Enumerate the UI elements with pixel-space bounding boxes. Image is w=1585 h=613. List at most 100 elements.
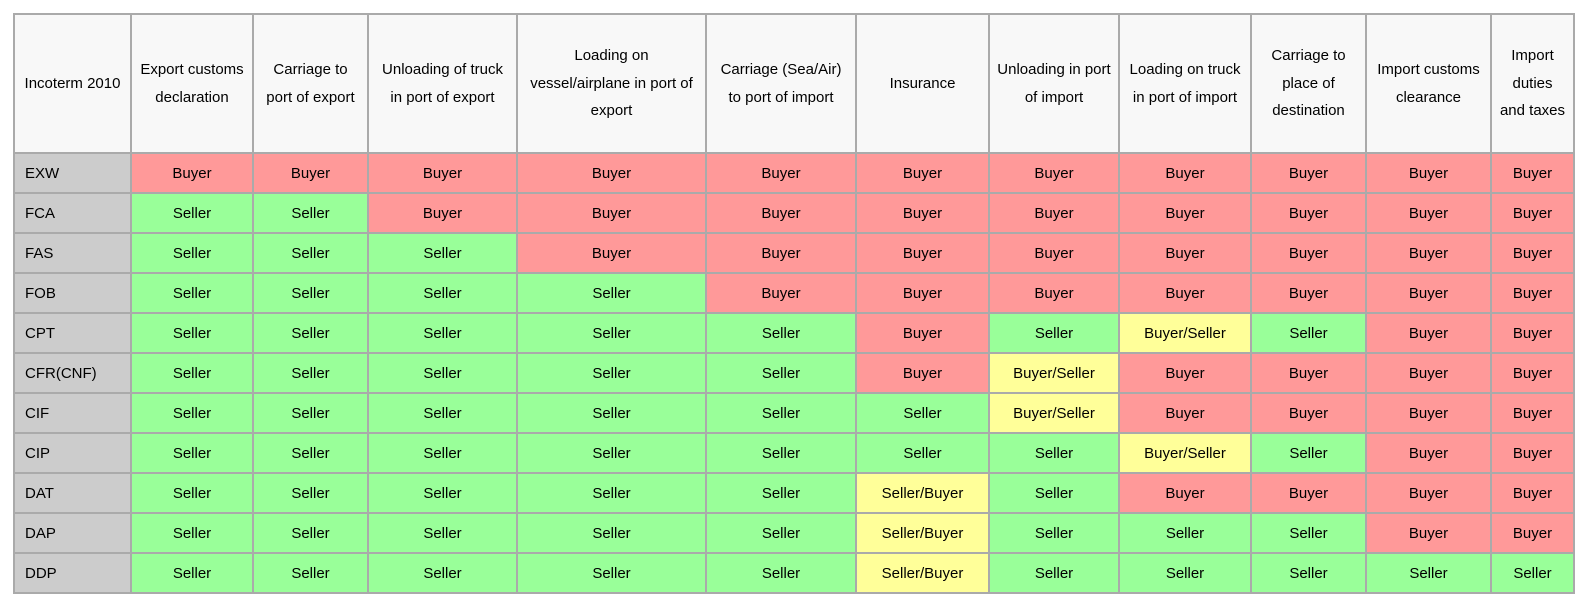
cell-cif-loading-on-truck-in-port-of-import: Buyer [1118, 392, 1252, 434]
cell-cif-import-duties-and-taxes: Buyer [1490, 392, 1575, 434]
cell-dat-unloading-in-port-of-import: Seller [988, 472, 1120, 514]
cell-cip-import-duties-and-taxes: Buyer [1490, 432, 1575, 474]
column-header-carriage-sea-air-to-port-of-import: Carriage (Sea/Air) to port of import [705, 13, 857, 154]
cell-cif-carriage-sea-air-to-port-of-import: Seller [705, 392, 857, 434]
cell-exw-carriage-sea-air-to-port-of-import: Buyer [705, 152, 857, 194]
cell-fob-unloading-in-port-of-import: Buyer [988, 272, 1120, 314]
column-header-insurance: Insurance [855, 13, 990, 154]
cell-fca-export-customs-declaration: Seller [130, 192, 254, 234]
row-label-cfr-cnf: CFR(CNF) [13, 352, 132, 394]
row-label-exw: EXW [13, 152, 132, 194]
cell-dap-loading-on-truck-in-port-of-import: Seller [1118, 512, 1252, 554]
cell-fca-insurance: Buyer [855, 192, 990, 234]
cell-exw-insurance: Buyer [855, 152, 990, 194]
cell-ddp-import-customs-clearance: Seller [1365, 552, 1492, 594]
row-label-dat: DAT [13, 472, 132, 514]
cell-dap-export-customs-declaration: Seller [130, 512, 254, 554]
cell-cfr-cnf-export-customs-declaration: Seller [130, 352, 254, 394]
column-header-export-customs-declaration: Export customs declaration [130, 13, 254, 154]
cell-fob-unloading-of-truck-in-port-of-export: Seller [367, 272, 518, 314]
cell-fas-loading-on-vessel-airplane-in-port-of-export: Buyer [516, 232, 707, 274]
cell-exw-export-customs-declaration: Buyer [130, 152, 254, 194]
cell-fob-carriage-to-place-of-destination: Buyer [1250, 272, 1367, 314]
cell-fas-carriage-to-port-of-export: Seller [252, 232, 369, 274]
cell-cip-carriage-sea-air-to-port-of-import: Seller [705, 432, 857, 474]
cell-fob-carriage-sea-air-to-port-of-import: Buyer [705, 272, 857, 314]
cell-cif-insurance: Seller [855, 392, 990, 434]
table-row-cip: CIP Seller Seller Seller Seller Seller Seller S… [13, 432, 1575, 474]
cell-fob-loading-on-vessel-airplane-in-port-of-export: Seller [516, 272, 707, 314]
cell-fob-export-customs-declaration: Seller [130, 272, 254, 314]
cell-cfr-cnf-unloading-in-port-of-import: Buyer/Seller [988, 352, 1120, 394]
column-header-carriage-to-place-of-destination: Carriage to place of destination [1250, 13, 1367, 154]
cell-fca-unloading-in-port-of-import: Buyer [988, 192, 1120, 234]
cell-ddp-export-customs-declaration: Seller [130, 552, 254, 594]
cell-cpt-carriage-to-port-of-export: Seller [252, 312, 369, 354]
cell-ddp-carriage-to-place-of-destination: Seller [1250, 552, 1367, 594]
table-header: Incoterm 2010 Export customs declaration C… [13, 13, 1575, 154]
cell-cif-unloading-of-truck-in-port-of-export: Seller [367, 392, 518, 434]
cell-cpt-import-customs-clearance: Buyer [1365, 312, 1492, 354]
column-header-carriage-to-port-of-export: Carriage to port of export [252, 13, 369, 154]
cell-cpt-insurance: Buyer [855, 312, 990, 354]
column-header-incoterm-2010: Incoterm 2010 [13, 13, 132, 154]
cell-cfr-cnf-carriage-sea-air-to-port-of-import: Seller [705, 352, 857, 394]
cell-exw-loading-on-truck-in-port-of-import: Buyer [1118, 152, 1252, 194]
cell-fob-loading-on-truck-in-port-of-import: Buyer [1118, 272, 1252, 314]
cell-fca-carriage-to-port-of-export: Seller [252, 192, 369, 234]
cell-exw-loading-on-vessel-airplane-in-port-of-export: Buyer [516, 152, 707, 194]
cell-cfr-cnf-loading-on-truck-in-port-of-import: Buyer [1118, 352, 1252, 394]
cell-dap-import-duties-and-taxes: Buyer [1490, 512, 1575, 554]
cell-ddp-unloading-in-port-of-import: Seller [988, 552, 1120, 594]
cell-cip-export-customs-declaration: Seller [130, 432, 254, 474]
row-label-cpt: CPT [13, 312, 132, 354]
table-row-fob: FOB Seller Seller Seller Seller Buyer Buyer Buy… [13, 272, 1575, 314]
cell-cpt-unloading-of-truck-in-port-of-export: Seller [367, 312, 518, 354]
table-row-cpt: CPT Seller Seller Seller Seller Seller Buyer Se… [13, 312, 1575, 354]
table-row-fas: FAS Seller Seller Seller Buyer Buyer Buyer Buye… [13, 232, 1575, 274]
incoterms-responsibility-table: Incoterm 2010 Export customs declaration C… [13, 13, 1575, 594]
row-label-fas: FAS [13, 232, 132, 274]
cell-fas-insurance: Buyer [855, 232, 990, 274]
cell-dat-carriage-to-place-of-destination: Buyer [1250, 472, 1367, 514]
cell-fas-import-customs-clearance: Buyer [1365, 232, 1492, 274]
column-header-loading-on-truck-in-port-of-import: Loading on truck in port of import [1118, 13, 1252, 154]
column-header-import-customs-clearance: Import customs clearance [1365, 13, 1492, 154]
cell-dap-import-customs-clearance: Buyer [1365, 512, 1492, 554]
cell-cip-carriage-to-place-of-destination: Seller [1250, 432, 1367, 474]
cell-cfr-cnf-carriage-to-port-of-export: Seller [252, 352, 369, 394]
cell-cip-loading-on-vessel-airplane-in-port-of-export: Seller [516, 432, 707, 474]
cell-fca-import-duties-and-taxes: Buyer [1490, 192, 1575, 234]
cell-fob-import-customs-clearance: Buyer [1365, 272, 1492, 314]
cell-fca-loading-on-truck-in-port-of-import: Buyer [1118, 192, 1252, 234]
cell-cif-carriage-to-port-of-export: Seller [252, 392, 369, 434]
cell-dat-import-duties-and-taxes: Buyer [1490, 472, 1575, 514]
cell-cfr-cnf-carriage-to-place-of-destination: Buyer [1250, 352, 1367, 394]
cell-fas-unloading-of-truck-in-port-of-export: Seller [367, 232, 518, 274]
cell-fob-carriage-to-port-of-export: Seller [252, 272, 369, 314]
cell-cip-carriage-to-port-of-export: Seller [252, 432, 369, 474]
cell-cif-unloading-in-port-of-import: Buyer/Seller [988, 392, 1120, 434]
cell-dat-insurance: Seller/Buyer [855, 472, 990, 514]
cell-ddp-insurance: Seller/Buyer [855, 552, 990, 594]
table-row-cfr-cnf: CFR(CNF) Seller Seller Seller Seller Seller Bu… [13, 352, 1575, 394]
cell-fob-insurance: Buyer [855, 272, 990, 314]
cell-cif-import-customs-clearance: Buyer [1365, 392, 1492, 434]
cell-cfr-cnf-insurance: Buyer [855, 352, 990, 394]
row-label-fob: FOB [13, 272, 132, 314]
cell-cpt-export-customs-declaration: Seller [130, 312, 254, 354]
cell-cpt-loading-on-vessel-airplane-in-port-of-export: Seller [516, 312, 707, 354]
column-header-import-duties-and-taxes: Import duties and taxes [1490, 13, 1575, 154]
cell-cpt-unloading-in-port-of-import: Seller [988, 312, 1120, 354]
column-header-unloading-of-truck-in-port-of-export: Unloading of truck in port of export [367, 13, 518, 154]
table-row-cif: CIF Seller Seller Seller Seller Seller Seller B… [13, 392, 1575, 434]
cell-fas-carriage-sea-air-to-port-of-import: Buyer [705, 232, 857, 274]
cell-cip-import-customs-clearance: Buyer [1365, 432, 1492, 474]
cell-cfr-cnf-unloading-of-truck-in-port-of-export: Seller [367, 352, 518, 394]
cell-ddp-import-duties-and-taxes: Seller [1490, 552, 1575, 594]
cell-cfr-cnf-loading-on-vessel-airplane-in-port-of-export: Seller [516, 352, 707, 394]
column-header-unloading-in-port-of-import: Unloading in port of import [988, 13, 1120, 154]
cell-fca-unloading-of-truck-in-port-of-export: Buyer [367, 192, 518, 234]
cell-ddp-carriage-to-port-of-export: Seller [252, 552, 369, 594]
cell-dat-import-customs-clearance: Buyer [1365, 472, 1492, 514]
